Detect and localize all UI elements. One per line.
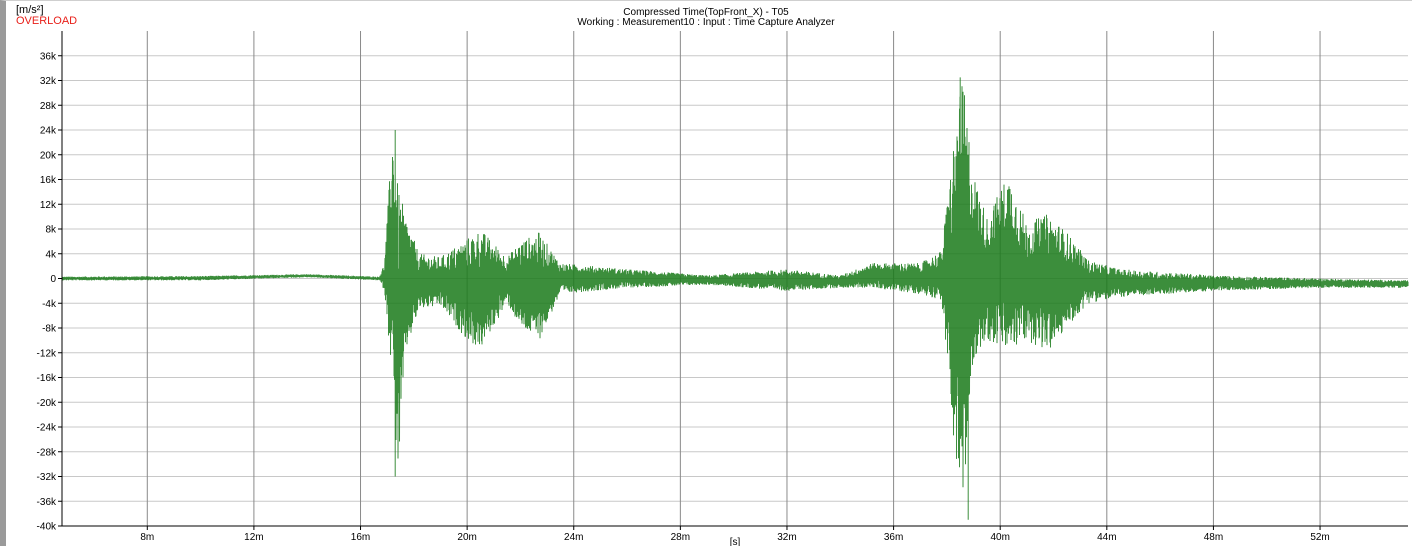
x-tick-label: 36m bbox=[884, 532, 903, 543]
y-tick-label: -40k bbox=[37, 522, 57, 533]
y-tick-label: 8k bbox=[45, 225, 57, 236]
chart-title: Compressed Time(TopFront_X) - T05 bbox=[623, 7, 789, 18]
y-tick-label: 32k bbox=[40, 76, 57, 87]
x-tick-label: 12m bbox=[244, 532, 263, 543]
y-tick-label: 28k bbox=[40, 101, 57, 112]
y-tick-label: -28k bbox=[37, 447, 57, 458]
y-tick-label: 24k bbox=[40, 126, 57, 137]
y-tick-label: -20k bbox=[37, 398, 57, 409]
y-tick-label: -32k bbox=[37, 472, 57, 483]
x-axis-unit-label: [s] bbox=[730, 537, 741, 546]
chart-subtitle: Working : Measurement10 : Input : Time C… bbox=[577, 17, 835, 28]
y-tick-label: -36k bbox=[37, 497, 57, 508]
y-tick-label: -8k bbox=[42, 324, 57, 335]
x-tick-label: 8m bbox=[140, 532, 154, 543]
y-axis-ticks: 36k 32k 28k 24k 20k 16k 12k 8k 4k 0 -4k -8k -12k -16k… bbox=[37, 51, 62, 533]
x-tick-label: 44m bbox=[1097, 532, 1116, 543]
y-tick-label: 4k bbox=[45, 249, 57, 260]
x-tick-label: 28m bbox=[671, 532, 690, 543]
x-tick-label: 20m bbox=[457, 532, 476, 543]
y-tick-label: 36k bbox=[40, 51, 57, 62]
x-tick-label: 32m bbox=[777, 532, 796, 543]
x-tick-label: 24m bbox=[564, 532, 583, 543]
overload-status: OVERLOAD bbox=[16, 15, 78, 27]
y-tick-label: -12k bbox=[37, 348, 57, 359]
y-tick-label: 0 bbox=[50, 274, 56, 285]
y-tick-label: 16k bbox=[40, 175, 57, 186]
signal-trace bbox=[61, 77, 1409, 520]
y-unit-label: [m/s²] bbox=[16, 4, 44, 16]
y-tick-label: 12k bbox=[40, 200, 57, 211]
y-tick-label: -16k bbox=[37, 373, 57, 384]
x-tick-label: 52m bbox=[1310, 532, 1329, 543]
y-tick-label: 20k bbox=[40, 150, 57, 161]
x-tick-label: 48m bbox=[1204, 532, 1223, 543]
y-tick-label: -4k bbox=[42, 299, 57, 310]
x-tick-label: 16m bbox=[351, 532, 370, 543]
x-tick-label: 40m bbox=[990, 532, 1009, 543]
x-axis-ticks: 8m 12m 16m 20m 24m 28m 32m 36m 40m 44m 48m 52m bbox=[140, 526, 1330, 543]
y-tick-label: -24k bbox=[37, 423, 57, 434]
